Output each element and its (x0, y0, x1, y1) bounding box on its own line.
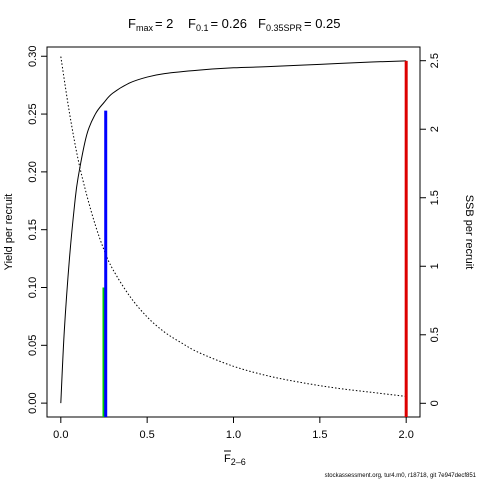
x-tick-label: 2.0 (399, 429, 414, 441)
x-axis-title-main: F (224, 453, 231, 465)
x-axis: 0.0 0.5 1.0 1.5 2.0 (53, 417, 414, 441)
x-tick-label: 0.0 (53, 429, 68, 441)
y-left-tick-label: 0.00 (27, 392, 39, 413)
y-right-tick-label: 2.5 (429, 53, 441, 68)
y-left-tick-label: 0.25 (27, 103, 39, 124)
x-axis-title-sub: 2–6 (231, 457, 246, 467)
ssb-per-recruit-line (60, 56, 407, 397)
y-axis-right-title: SSB per recruit (463, 195, 475, 270)
y-left-tick-label: 0.10 (27, 277, 39, 298)
y-right-tick-label: 0 (429, 400, 441, 406)
y-right-tick-label: 1 (429, 263, 441, 269)
y-right-tick-label: 0.5 (429, 327, 441, 342)
y-left-tick-label: 0.30 (27, 46, 39, 67)
x-axis-title: F2–6 (224, 453, 246, 467)
reference-lines (102, 60, 408, 417)
y-right-tick-label: 1.5 (429, 190, 441, 205)
y-left-tick-label: 0.05 (27, 335, 39, 356)
title-fmax: Fmax = 2 (128, 16, 173, 33)
x-tick-label: 0.5 (140, 429, 155, 441)
y-axis-right: 0 0.5 1 1.5 2 2.5 (420, 53, 441, 406)
y-axis-left: 0.00 0.05 0.10 0.15 0.20 0.25 0.30 (27, 46, 47, 414)
y-left-tick-label: 0.15 (27, 219, 39, 240)
y-left-tick-label: 0.20 (27, 161, 39, 182)
footer-text: stockassessment.org, tur4.m0, r18718, gi… (325, 473, 477, 479)
title-f01: F0.1 = 0.26 (188, 16, 247, 33)
series-layer (60, 56, 407, 404)
title-fspr: F0.35SPR = 0.25 (258, 16, 341, 33)
y-axis-left-title: Yield per recruit (3, 194, 15, 271)
x-tick-label: 1.5 (312, 429, 327, 441)
yield-per-recruit-line (60, 60, 407, 404)
x-tick-label: 1.0 (226, 429, 241, 441)
y-right-tick-label: 2 (429, 126, 441, 132)
